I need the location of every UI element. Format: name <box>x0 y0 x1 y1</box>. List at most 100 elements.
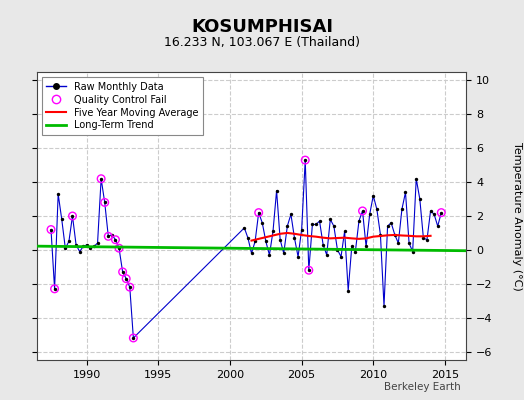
Point <box>265 252 274 258</box>
Point <box>247 250 256 256</box>
Point <box>50 286 59 292</box>
Point <box>298 226 306 233</box>
Point <box>358 208 367 214</box>
Point <box>322 252 331 258</box>
Point <box>423 236 431 243</box>
Point <box>118 269 127 275</box>
Point <box>312 221 320 228</box>
Point <box>93 240 102 246</box>
Point <box>104 233 113 240</box>
Point <box>301 157 309 163</box>
Point <box>384 223 392 229</box>
Point <box>75 248 84 255</box>
Point <box>101 199 109 206</box>
Point <box>122 276 130 282</box>
Point <box>58 216 66 222</box>
Point <box>290 235 299 241</box>
Point <box>369 192 377 199</box>
Point <box>419 235 428 241</box>
Point <box>279 250 288 256</box>
Point <box>287 211 295 218</box>
Point <box>240 225 248 231</box>
Point <box>86 245 94 251</box>
Point <box>304 267 313 274</box>
Point <box>394 240 402 246</box>
Point <box>355 218 363 224</box>
Point <box>129 335 137 341</box>
Point <box>430 211 438 218</box>
Point <box>47 226 55 233</box>
Point <box>376 232 385 238</box>
Point <box>408 248 417 255</box>
Point <box>64 238 73 245</box>
Point <box>107 232 116 238</box>
Point <box>126 284 134 290</box>
Point <box>79 243 88 250</box>
Point <box>433 223 442 229</box>
Point <box>276 236 285 243</box>
Point <box>126 284 134 290</box>
Point <box>115 245 123 251</box>
Point <box>122 276 130 282</box>
Point <box>351 248 359 255</box>
Point <box>47 226 55 233</box>
Point <box>390 232 399 238</box>
Point <box>373 206 381 212</box>
Point <box>272 187 281 194</box>
Point <box>416 196 424 202</box>
Point <box>412 176 420 182</box>
Point <box>341 228 349 234</box>
Point <box>344 287 352 294</box>
Point <box>333 247 342 253</box>
Point <box>68 213 77 219</box>
Point <box>319 242 328 248</box>
Point <box>294 254 302 260</box>
Point <box>362 243 370 250</box>
Y-axis label: Temperature Anomaly (°C): Temperature Anomaly (°C) <box>512 142 522 290</box>
Point <box>365 211 374 218</box>
Point <box>97 176 105 182</box>
Point <box>398 206 406 212</box>
Point <box>304 267 313 274</box>
Point <box>261 238 270 245</box>
Point <box>255 210 263 216</box>
Point <box>427 208 435 214</box>
Point <box>337 254 345 260</box>
Point <box>380 302 388 309</box>
Point <box>129 335 137 341</box>
Text: Berkeley Earth: Berkeley Earth <box>385 382 461 392</box>
Point <box>315 218 324 224</box>
Point <box>301 157 309 163</box>
Point <box>54 191 62 197</box>
Point <box>101 199 109 206</box>
Point <box>83 242 91 248</box>
Point <box>104 233 113 240</box>
Point <box>72 242 80 248</box>
Point <box>437 210 445 216</box>
Point <box>50 286 59 292</box>
Point <box>90 243 98 250</box>
Point <box>269 228 277 234</box>
Legend: Raw Monthly Data, Quality Control Fail, Five Year Moving Average, Long-Term Tren: Raw Monthly Data, Quality Control Fail, … <box>41 77 203 135</box>
Point <box>283 223 291 229</box>
Point <box>330 223 338 229</box>
Point <box>255 210 263 216</box>
Point <box>347 243 356 250</box>
Point <box>437 210 445 216</box>
Point <box>405 240 413 246</box>
Point <box>251 238 259 245</box>
Point <box>258 220 266 226</box>
Point <box>387 220 395 226</box>
Point <box>244 235 252 241</box>
Point <box>401 189 410 196</box>
Point <box>115 245 123 251</box>
Point <box>358 208 367 214</box>
Text: 16.233 N, 103.067 E (Thailand): 16.233 N, 103.067 E (Thailand) <box>164 36 360 49</box>
Point <box>308 221 316 228</box>
Text: KOSUMPHISAI: KOSUMPHISAI <box>191 18 333 36</box>
Point <box>68 213 77 219</box>
Point <box>111 236 119 243</box>
Point <box>61 245 70 251</box>
Point <box>97 176 105 182</box>
Point <box>111 236 119 243</box>
